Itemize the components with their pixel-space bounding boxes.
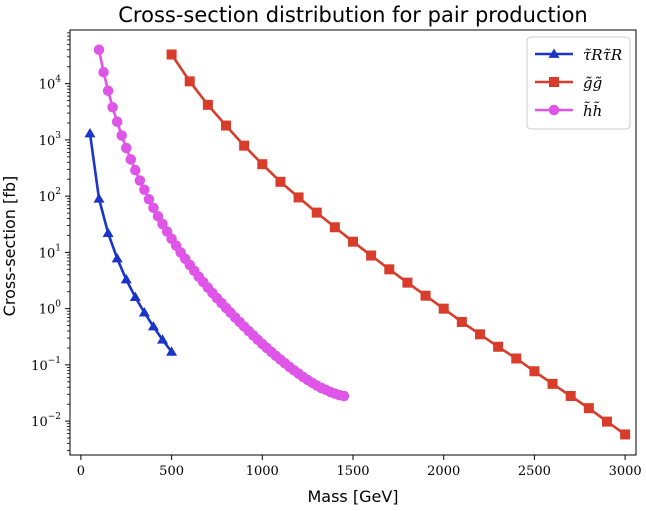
series-1-point	[84, 128, 96, 138]
series-2-point	[184, 76, 195, 87]
legend-marker-1	[548, 48, 560, 58]
series-2-point	[166, 49, 177, 60]
series-2-point	[529, 366, 540, 377]
x-tick-label: 0	[77, 464, 85, 479]
series-1-point	[129, 291, 141, 302]
series-3-point	[120, 142, 132, 154]
series-1	[84, 128, 178, 356]
y-tick-label: 103	[39, 131, 62, 149]
series-3-point	[116, 130, 127, 141]
y-axis-label: Cross-section [fb]	[0, 176, 19, 317]
series-1-point	[93, 193, 105, 203]
series-2-point	[329, 222, 340, 233]
series-3-point	[125, 154, 137, 165]
series-3-point	[134, 175, 146, 186]
series-3-point	[107, 102, 118, 113]
series-3-point	[157, 218, 168, 230]
chart-title: Cross-section distribution for pair prod…	[118, 3, 587, 27]
series-1-point	[120, 273, 132, 284]
series-2-point	[565, 390, 576, 401]
series-2-point	[293, 192, 304, 203]
y-tick-label: 10−1	[31, 356, 61, 374]
x-tick-label: 1000	[246, 464, 279, 479]
series-2-point	[493, 341, 504, 352]
series-1-point	[111, 252, 123, 263]
legend-label-1: τ̃Rτ̃R	[583, 46, 622, 64]
legend-label-2: g̃g̃	[583, 74, 602, 92]
y-tick-label: 104	[39, 75, 62, 93]
series-3	[93, 44, 350, 402]
series-2-point	[583, 403, 594, 414]
series-2-point	[202, 99, 213, 110]
series-2-point	[456, 316, 467, 327]
series-3-point	[102, 85, 114, 96]
series-2-point	[348, 236, 358, 247]
series-2	[166, 49, 631, 440]
x-tick-label: 2000	[427, 464, 460, 479]
y-tick-label: 100	[39, 300, 62, 318]
series-2-point	[438, 303, 449, 314]
series-2-point	[601, 416, 612, 427]
series-2-point	[257, 159, 268, 170]
series-2-point	[221, 120, 232, 131]
x-tick-label: 500	[159, 464, 184, 479]
series-2-point	[239, 140, 250, 151]
series-1-point	[102, 227, 114, 237]
series-layer	[84, 44, 631, 440]
series-2-point	[620, 429, 631, 440]
series-2-point	[474, 329, 485, 340]
y-tick-label: 101	[39, 243, 61, 261]
series-1-point	[138, 307, 150, 317]
series-3-point	[338, 390, 350, 402]
legend-marker-3	[548, 104, 560, 116]
series-1-point	[166, 346, 178, 356]
series-2-point	[511, 353, 522, 364]
series-3-point	[98, 66, 109, 78]
series-2-point	[547, 378, 558, 389]
series-3-point	[143, 194, 155, 205]
y-tick-label: 102	[39, 187, 61, 205]
series-3-point	[139, 184, 150, 196]
series-1-point	[157, 334, 169, 344]
series-2-point	[384, 264, 395, 275]
y-tick-label: 10−2	[31, 412, 61, 430]
x-tick-label: 2500	[518, 464, 551, 479]
series-2-point	[311, 207, 322, 218]
series-3-point	[152, 210, 164, 222]
x-tick-label: 3000	[609, 464, 642, 479]
x-tick-label: 1500	[336, 464, 369, 479]
series-2-point	[420, 290, 431, 301]
series-3-point	[111, 116, 123, 128]
x-axis-label: Mass [GeV]	[307, 487, 398, 506]
series-3-point	[148, 202, 159, 214]
axes-layer: 0 500 1000 1500 2000 2500 3000 10−2 10−1 100 101 10…	[31, 29, 642, 479]
legend-label-3: h̃h̃	[583, 102, 602, 120]
series-1-line	[88, 133, 173, 353]
series-2-point	[366, 250, 377, 261]
series-2-point	[275, 176, 286, 187]
series-3-point	[93, 44, 105, 56]
series-2-point	[402, 277, 413, 288]
legend: τ̃Rτ̃R g̃g̃ h̃h̃	[526, 36, 631, 130]
series-3-point	[130, 164, 141, 176]
series-3-line	[97, 49, 345, 398]
legend-marker-2	[549, 77, 559, 87]
series-1-point	[147, 321, 159, 331]
